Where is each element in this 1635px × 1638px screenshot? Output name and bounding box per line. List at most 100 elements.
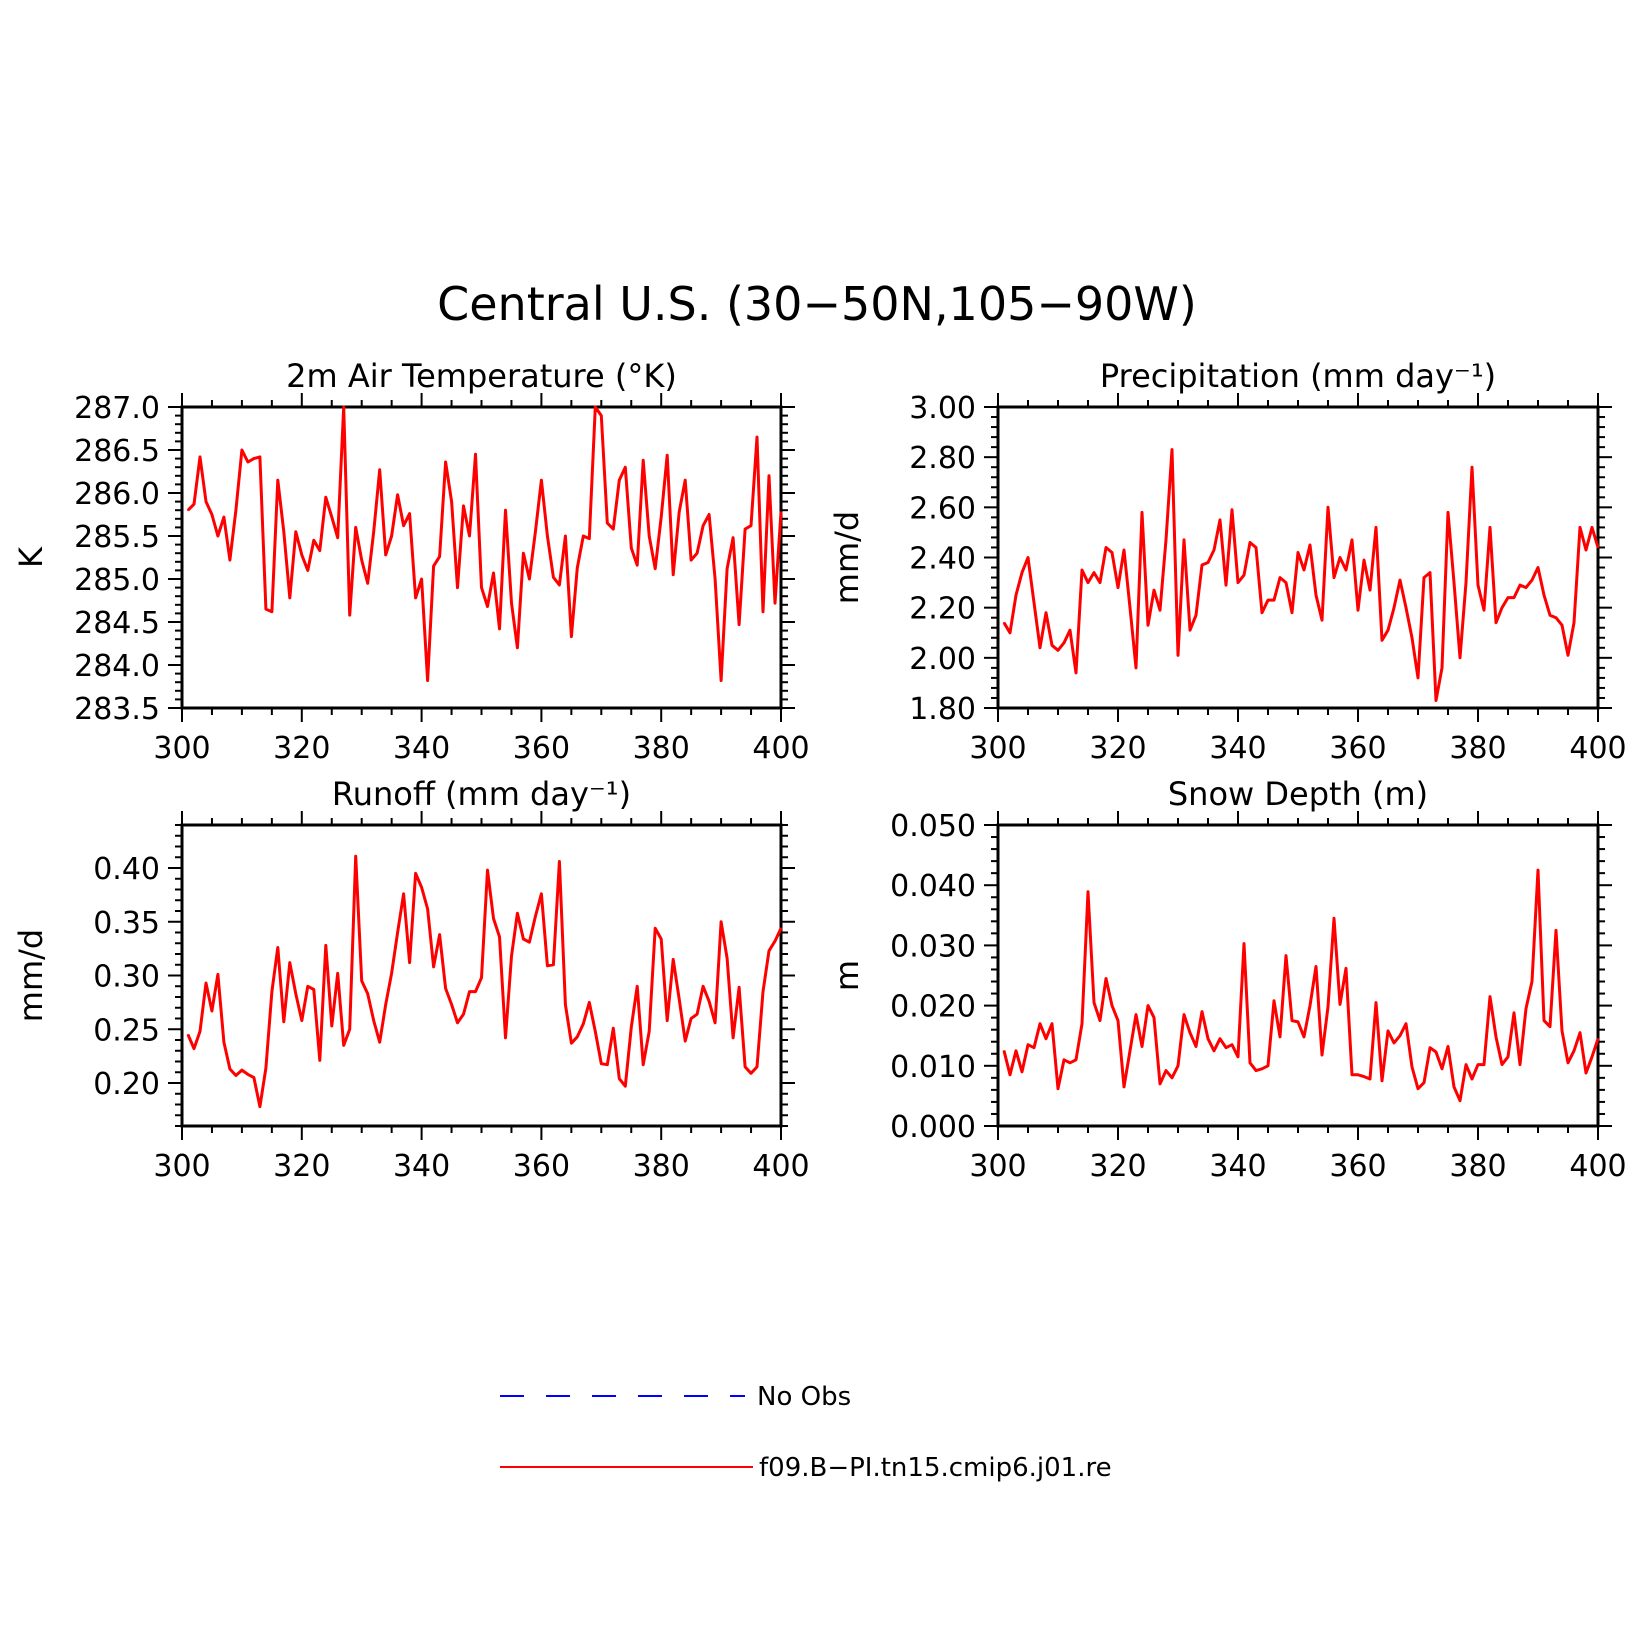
air-temperature-data-point — [324, 496, 327, 499]
air-temperature-data-point — [241, 449, 243, 451]
snow-depth-xtick-label: 400 — [1569, 1149, 1626, 1184]
air-temperature-ytick-label: 286.0 — [74, 477, 160, 512]
air-temperature-data-point — [223, 516, 225, 518]
precipitation-data-point — [1351, 539, 1353, 541]
snow-depth-data-point — [1315, 965, 1317, 968]
precipitation-data-point — [1495, 621, 1497, 624]
snow-depth-data-point — [1117, 1019, 1119, 1022]
precipitation-data-point — [1177, 654, 1179, 657]
snow-depth-data-point — [1525, 1007, 1527, 1010]
precipitation-data-point — [1339, 556, 1341, 559]
snow-depth-data-point — [1081, 1022, 1083, 1025]
snow-depth-data-point — [1495, 1036, 1497, 1038]
precipitation-title: Precipitation (mm day⁻¹) — [1100, 357, 1496, 395]
air-temperature-data-point — [342, 406, 345, 408]
runoff-data-point — [306, 985, 309, 988]
precipitation-data-point — [1027, 556, 1029, 559]
snow-depth-data-point — [1249, 1061, 1251, 1064]
precipitation-data-point — [1381, 639, 1383, 642]
snow-depth-data-point — [1255, 1069, 1257, 1072]
runoff-data-point — [235, 1074, 237, 1077]
runoff-data-point — [504, 1037, 507, 1039]
precipitation-data-point — [1225, 584, 1227, 586]
precipitation-data-point — [1255, 546, 1257, 549]
snow-depth-data-point — [1279, 1036, 1281, 1038]
precipitation-data-point — [1591, 526, 1593, 529]
snow-depth-data-point — [1033, 1046, 1035, 1049]
runoff-ytick-label: 0.35 — [93, 906, 160, 941]
precipitation-data-point — [1231, 509, 1233, 511]
precipitation-data-point — [1039, 647, 1041, 649]
air-temperature-data-point — [672, 573, 674, 576]
air-temperature-data-point — [366, 582, 369, 585]
air-temperature-data-point — [301, 554, 303, 556]
runoff-data-point — [726, 957, 728, 960]
runoff-data-point — [720, 920, 722, 923]
runoff-data-point — [756, 1066, 758, 1068]
air-temperature-data-point — [408, 512, 411, 515]
runoff-data-point — [372, 1019, 375, 1022]
air-temperature-data-point — [498, 628, 501, 630]
snow-depth-data-point — [1531, 980, 1533, 983]
air-temperature-data-point — [444, 461, 447, 463]
runoff-data-point — [636, 985, 639, 988]
snow-depth-data-point — [1585, 1072, 1587, 1074]
precipitation-xtick-label: 360 — [1329, 731, 1386, 766]
precipitation-data-point — [1519, 584, 1521, 586]
runoff-data-point — [492, 917, 495, 920]
panel-air-temperature: 2m Air Temperature (°K) K 300 320 340 360 380 4… — [12, 357, 810, 766]
snow-depth-data-point — [1177, 1065, 1179, 1067]
air-temperature-data-point — [205, 500, 207, 503]
snow-depth-ytick-label: 0.010 — [890, 1050, 976, 1085]
runoff-data-point — [768, 949, 770, 952]
snow-depth-data-point — [1063, 1058, 1065, 1061]
runoff-series-points — [187, 855, 782, 1108]
runoff-data-point — [660, 938, 662, 940]
runoff-ytick-label: 0.25 — [93, 1013, 160, 1048]
air-temperature-data-point — [468, 535, 471, 537]
precipitation-data-point — [1411, 636, 1413, 639]
runoff-data-point — [666, 1019, 668, 1022]
snow-depth-data-point — [1135, 1013, 1137, 1016]
precipitation-data-point — [1393, 606, 1395, 609]
precipitation-data-point — [1237, 581, 1239, 584]
precipitation-xtick-label: 320 — [1089, 731, 1146, 766]
legend: No Obs f09.B−PI.tn15.cmip6.j01.re — [500, 1382, 1112, 1483]
precipitation-data-point — [1261, 611, 1263, 614]
precipitation-data-point — [1453, 581, 1455, 584]
precipitation-data-point — [1555, 616, 1557, 619]
snow-depth-data-point — [1207, 1037, 1209, 1040]
precipitation-data-point — [1567, 654, 1569, 657]
precipitation-data-point — [1045, 611, 1047, 614]
runoff-data-point — [378, 1041, 381, 1043]
snow-depth-data-point — [1417, 1087, 1419, 1090]
precipitation-data-point — [1033, 601, 1035, 604]
runoff-ytick-label: 0.20 — [93, 1067, 160, 1102]
precipitation-data-point — [1273, 599, 1275, 601]
runoff-xtick-label: 300 — [153, 1149, 210, 1184]
snow-depth-ytick-label: 0.020 — [890, 990, 976, 1025]
precipitation-data-point — [1345, 569, 1347, 571]
runoff-data-point — [780, 927, 782, 929]
runoff-xtick-label: 380 — [633, 1149, 690, 1184]
runoff-xtick-label: 340 — [393, 1149, 450, 1184]
precipitation-data-point — [1063, 641, 1065, 644]
precipitation-data-point — [1585, 549, 1587, 551]
air-temperature-xtick-label: 320 — [273, 731, 330, 766]
runoff-data-point — [354, 855, 357, 857]
snow-depth-data-point — [1363, 1075, 1365, 1078]
air-temperature-ytick-label: 286.5 — [74, 434, 160, 469]
snow-depth-data-point — [1519, 1063, 1521, 1066]
runoff-data-point — [612, 1027, 615, 1029]
precipitation-data-point — [1213, 549, 1215, 551]
runoff-data-point — [702, 985, 704, 988]
runoff-data-point — [384, 1003, 387, 1006]
runoff-data-point — [408, 961, 411, 964]
air-temperature-data-point — [750, 524, 752, 527]
runoff-data-point — [474, 990, 477, 993]
precipitation-data-point — [1015, 594, 1017, 596]
snow-depth-data-point — [1111, 1004, 1113, 1007]
precipitation-data-point — [1507, 596, 1509, 599]
air-temperature-data-point — [684, 479, 686, 481]
runoff-data-point — [420, 886, 423, 889]
